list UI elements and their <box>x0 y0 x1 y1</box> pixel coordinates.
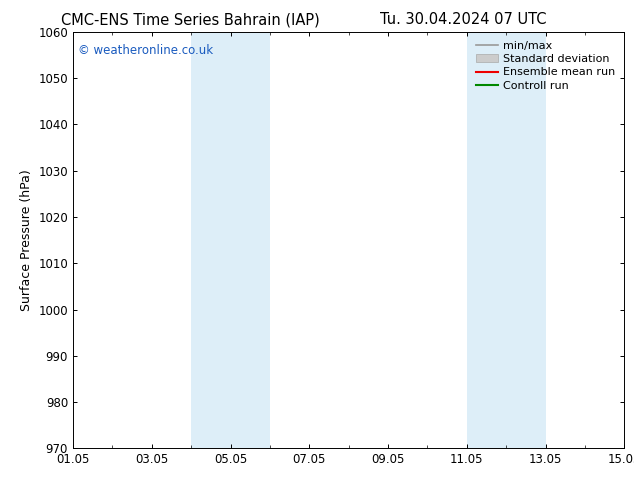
Legend: min/max, Standard deviation, Ensemble mean run, Controll run: min/max, Standard deviation, Ensemble me… <box>471 36 620 95</box>
Text: © weatheronline.co.uk: © weatheronline.co.uk <box>79 44 214 57</box>
Y-axis label: Surface Pressure (hPa): Surface Pressure (hPa) <box>20 169 33 311</box>
Bar <box>467 32 546 448</box>
Text: CMC-ENS Time Series Bahrain (IAP): CMC-ENS Time Series Bahrain (IAP) <box>61 12 320 27</box>
Bar <box>191 32 270 448</box>
Text: Tu. 30.04.2024 07 UTC: Tu. 30.04.2024 07 UTC <box>380 12 546 27</box>
